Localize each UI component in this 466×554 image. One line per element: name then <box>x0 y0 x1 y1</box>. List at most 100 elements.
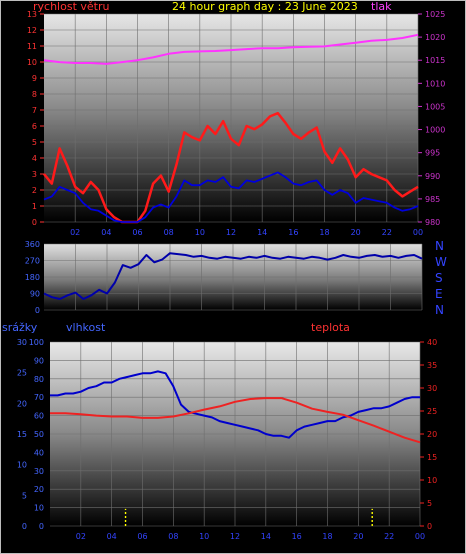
humidity-x-tick-label: 04 <box>107 532 117 541</box>
humidity-tick-label: 20 <box>34 485 44 494</box>
temperature-axis: 0 5 10 15 20 25 30 35 40 <box>420 338 437 531</box>
wind-tick-label: 2 <box>32 186 37 195</box>
wind-tick-label: 13 <box>27 10 37 19</box>
humidity-tick-label: 40 <box>34 448 44 457</box>
compass-n-top: N <box>435 239 444 253</box>
pressure-tick-label: 1010 <box>425 79 445 88</box>
humidity-x-tick-label: 02 <box>76 532 86 541</box>
humidity-tick-label: 30 <box>34 467 44 476</box>
rain-tick-label: 15 <box>17 430 27 439</box>
wind-x-tick-label: 10 <box>195 228 205 237</box>
wind-x-tick-label: 02 <box>70 228 80 237</box>
humidity-tick-label: 100 <box>29 338 44 347</box>
pressure-line <box>43 33 419 65</box>
temperature-line <box>50 397 421 444</box>
direction-tick-label: 0 <box>35 306 40 315</box>
wind-x-tick-label: 04 <box>101 228 111 237</box>
wind-tick-label: 6 <box>32 122 37 131</box>
humidity-x-tick-label: 00 <box>415 532 425 541</box>
wind-tick-label: 7 <box>32 106 37 115</box>
wind-x-tick-label: 00 <box>413 228 423 237</box>
direction-tick-label: 270 <box>25 257 40 266</box>
temperature-tick-label: 30 <box>427 384 437 393</box>
compass-e: E <box>435 287 443 301</box>
pressure-tick-label: 1005 <box>425 102 445 111</box>
rain-tick-label: 25 <box>17 369 27 378</box>
humidity-x-tick-label: 18 <box>322 532 332 541</box>
pressure-tick-label: 1020 <box>425 33 445 42</box>
wind-tick-label: 5 <box>32 138 37 147</box>
rain-tick-label: 20 <box>17 399 27 408</box>
compass-w: W <box>435 255 447 269</box>
compass-n-bottom: N <box>435 303 444 317</box>
wind-direction-grid <box>44 243 423 311</box>
wind-direction-axis: 0 90 180 270 360 <box>25 240 40 315</box>
humidity-x-tick-label: 16 <box>292 532 302 541</box>
pressure-tick-label: 1025 <box>425 10 445 19</box>
wind-x-tick-label: 08 <box>164 228 174 237</box>
pressure-tick-label: 990 <box>425 172 440 181</box>
wind-x-tick-label: 22 <box>382 228 392 237</box>
temperature-tick-label: 25 <box>427 407 437 416</box>
wind-tick-label: 8 <box>32 90 37 99</box>
wind-direction-series <box>43 252 423 300</box>
wind-tick-label: 1 <box>32 202 37 211</box>
humidity-label: vlhkost <box>66 321 106 334</box>
direction-tick-label: 360 <box>25 240 40 249</box>
pressure-tick-label: 1015 <box>425 56 445 65</box>
wind-tick-label: 3 <box>32 170 37 179</box>
rain-tick-label: 0 <box>22 522 27 531</box>
wind-speed-line <box>43 111 419 224</box>
temperature-tick-label: 10 <box>427 476 437 485</box>
humidity-axis: 0 10 20 30 40 50 60 70 80 90 100 <box>29 338 44 531</box>
rain-tick-label: 30 <box>17 338 27 347</box>
pressure-label: tlak <box>371 0 392 13</box>
wind-tick-label: 10 <box>27 58 37 67</box>
wind-direction-line <box>43 252 423 300</box>
direction-tick-label: 90 <box>30 290 40 299</box>
rain-label: srážky <box>2 321 38 334</box>
wind-pressure-grid <box>44 13 419 223</box>
wind-x-tick-label: 16 <box>288 228 298 237</box>
wind-pressure-series <box>43 33 419 224</box>
humidity-x-tick-label: 08 <box>168 532 178 541</box>
wind-tick-label: 9 <box>32 74 37 83</box>
humidity-tick-label: 10 <box>34 504 44 513</box>
temperature-tick-label: 0 <box>427 522 432 531</box>
temperature-tick-label: 20 <box>427 430 437 439</box>
rain-tick-label: 10 <box>17 461 27 470</box>
pressure-tick-label: 995 <box>425 149 440 158</box>
humidity-tick-label: 80 <box>34 375 44 384</box>
rain-axis: 0 5 10 15 20 25 30 <box>17 338 27 531</box>
temperature-tick-label: 5 <box>427 499 432 508</box>
wind-pressure-x-axis: 02 04 06 08 10 12 14 16 18 20 22 00 <box>70 228 423 237</box>
chart-title: 24 hour graph day : 23 June 2023 <box>172 0 358 13</box>
wind-x-tick-label: 18 <box>319 228 329 237</box>
temperature-tick-label: 35 <box>427 361 437 370</box>
humidity-tick-label: 60 <box>34 412 44 421</box>
temperature-tick-label: 40 <box>427 338 437 347</box>
rain-tick-label: 5 <box>22 491 27 500</box>
direction-tick-label: 180 <box>25 273 40 282</box>
humidity-tick-label: 50 <box>34 430 44 439</box>
humidity-tick-label: 0 <box>39 522 44 531</box>
temperature-tick-label: 15 <box>427 453 437 462</box>
humidity-tick-label: 70 <box>34 393 44 402</box>
humidity-tick-label: 90 <box>34 356 44 365</box>
humidity-x-tick-label: 14 <box>261 532 271 541</box>
pressure-axis: 980 985 990 995 1000 1005 1010 1015 1020 1025 <box>418 10 445 227</box>
humidity-temperature-x-axis: 02 04 06 08 10 12 14 16 18 20 22 00 <box>76 532 425 541</box>
humidity-x-tick-label: 10 <box>199 532 209 541</box>
humidity-x-tick-label: 22 <box>384 532 394 541</box>
temperature-label: teplota <box>311 321 350 334</box>
humidity-temperature-series <box>50 370 421 526</box>
wind-speed-label: rychlost větru <box>33 0 109 13</box>
humidity-x-tick-label: 12 <box>230 532 240 541</box>
compass-s: S <box>435 271 443 285</box>
wind-x-tick-label: 12 <box>226 228 236 237</box>
wind-tick-label: 12 <box>27 26 37 35</box>
wind-tick-label: 0 <box>32 218 37 227</box>
